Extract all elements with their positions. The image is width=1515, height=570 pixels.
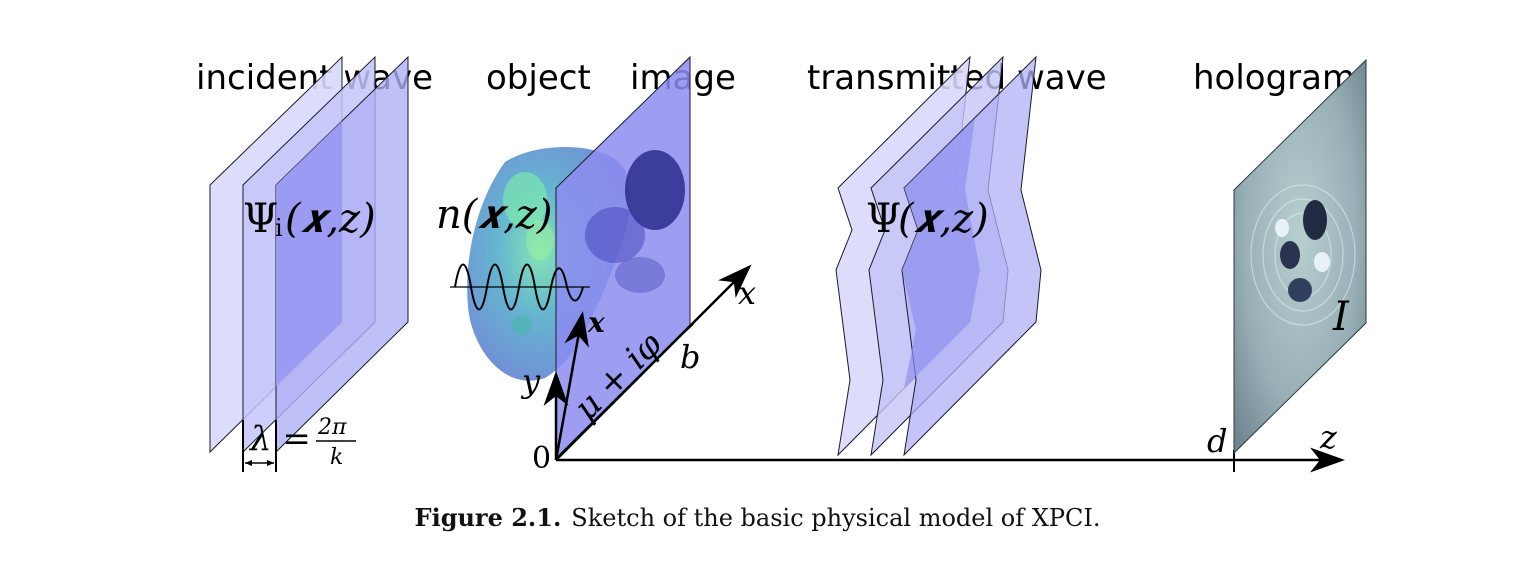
psi-i-label: Ψ i (𝒙,z) [243,196,376,242]
transmitted-wave-planes [835,55,1042,457]
caption-label: Figure 2.1. [414,503,562,532]
label-object: object [486,58,591,98]
x-vector-label: 𝒙 [587,306,605,339]
lambda-denominator: k [330,445,343,470]
label-hologram: hologram [1193,58,1355,98]
x-axis-label: x [738,274,756,312]
d-label: d [1207,422,1227,460]
psi-symbol: Ψ [866,196,901,242]
axes [543,264,1345,473]
psi-i-symbol: Ψ [243,196,278,242]
origin-label: 0 [532,441,551,476]
psi-i-subscript: i [275,214,283,242]
b-tick [678,323,694,338]
xpci-diagram: incident wave object image transmitted w… [196,55,1367,476]
incident-wave-planes [209,55,409,454]
x-vector [554,311,589,461]
transmitted-plane-overlap [902,118,980,388]
psi-label: Ψ (𝒙,z) [866,196,989,242]
y-axis-label: y [520,362,541,400]
lambda-numerator: 2π [317,415,347,440]
figure-caption: Figure 2.1. Sketch of the basic physical … [0,503,1515,532]
psi-arguments: (𝒙,z) [898,196,989,242]
refractive-index-label: n(𝒙,z) [436,192,552,238]
caption-text: Sketch of the basic physical model of XP… [571,504,1101,532]
lambda-label: λ = [248,419,311,459]
psi-i-arguments: (𝒙,z) [285,196,376,242]
b-label: b [680,338,700,376]
wavelength-marker: λ = 2π k [242,415,356,472]
x-axis [555,264,752,461]
z-axis-label: z [1319,418,1338,456]
hologram-plane [1233,58,1367,455]
intensity-label: I [1332,294,1350,340]
incident-plane-overlap [276,121,342,386]
